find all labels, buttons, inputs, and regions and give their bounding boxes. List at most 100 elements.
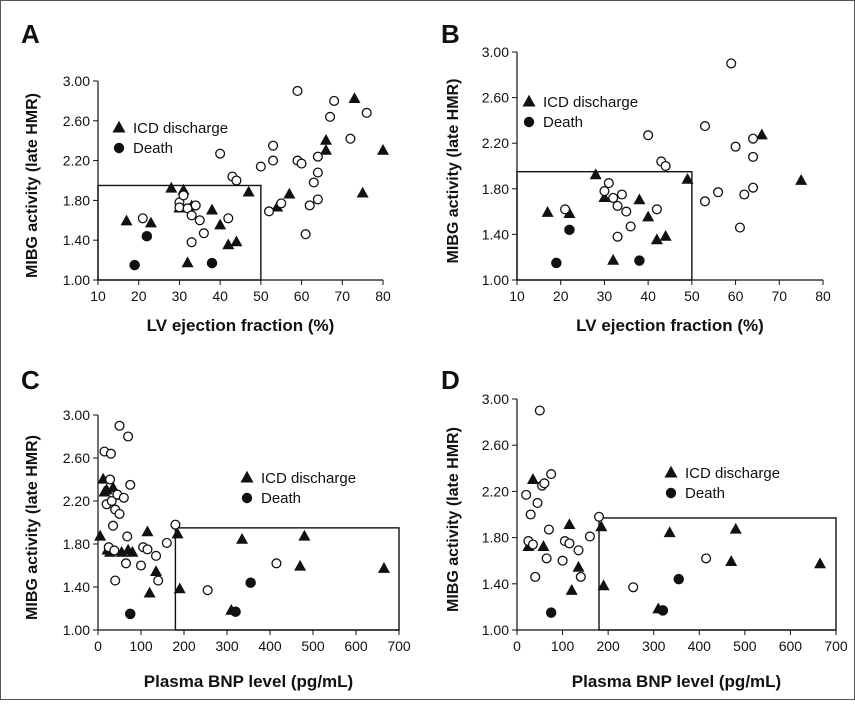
data-point-icd-discharge bbox=[141, 525, 153, 536]
x-axis-label: LV ejection fraction (%) bbox=[576, 316, 764, 335]
data-point-other bbox=[561, 205, 570, 214]
y-tick-label: 3.00 bbox=[482, 391, 509, 407]
y-tick-label: 3.00 bbox=[482, 44, 509, 60]
data-point-other bbox=[277, 199, 286, 208]
y-tick-label: 2.20 bbox=[63, 493, 90, 509]
data-point-other bbox=[701, 122, 710, 131]
chart-panel-a: A 1.00 1.40 1.80 2.20 2.60 3.00 10 20 30 40 50 60 70 8… bbox=[21, 19, 391, 335]
data-point-icd-discharge bbox=[283, 188, 295, 199]
x-tick-label: 60 bbox=[294, 288, 310, 304]
x-tick-label: 700 bbox=[387, 638, 411, 654]
data-point-other bbox=[187, 238, 196, 247]
x-tick-label: 500 bbox=[301, 638, 325, 654]
data-point-icd-discharge bbox=[730, 523, 742, 534]
data-point-other bbox=[152, 551, 161, 560]
data-point-icd-discharge bbox=[357, 187, 369, 198]
data-point-other bbox=[191, 201, 200, 210]
data-point-other bbox=[701, 197, 710, 206]
y-tick-label: 2.60 bbox=[482, 437, 509, 453]
x-tick-label: 20 bbox=[553, 288, 569, 304]
data-point-other bbox=[661, 162, 670, 171]
data-point-other bbox=[629, 583, 638, 592]
cutoff-box bbox=[599, 518, 836, 630]
y-tick-label: 1.00 bbox=[63, 272, 90, 288]
data-point-other bbox=[313, 168, 322, 177]
legend: ICD discharge Death bbox=[241, 470, 357, 507]
data-point-other bbox=[119, 493, 128, 502]
data-point-death bbox=[142, 232, 151, 241]
data-point-icd-discharge bbox=[94, 530, 106, 541]
y-axis-label: MIBG activity (late HMR) bbox=[445, 79, 462, 264]
data-point-death bbox=[552, 258, 561, 267]
x-tick-label: 30 bbox=[597, 288, 613, 304]
y-tick-label: 1.80 bbox=[482, 530, 509, 546]
data-point-other bbox=[272, 559, 281, 568]
data-point-other bbox=[265, 207, 274, 216]
data-point-other bbox=[529, 540, 538, 549]
data-point-other bbox=[123, 532, 132, 541]
data-point-other bbox=[522, 490, 531, 499]
data-point-icd-discharge bbox=[642, 211, 654, 222]
y-tick-label: 1.80 bbox=[482, 181, 509, 197]
data-point-icd-discharge bbox=[230, 235, 242, 246]
data-point-other bbox=[110, 546, 119, 555]
data-point-icd-discharge bbox=[320, 134, 332, 145]
legend: ICD discharge Death bbox=[113, 120, 229, 157]
panel-label: C bbox=[21, 365, 40, 395]
data-point-other bbox=[269, 141, 278, 150]
data-point-other bbox=[558, 556, 567, 565]
x-tick-label: 80 bbox=[375, 288, 391, 304]
legend-label: ICD discharge bbox=[261, 470, 356, 487]
data-point-other bbox=[313, 152, 322, 161]
legend-triangle-icon bbox=[113, 121, 126, 133]
data-point-icd-discharge bbox=[236, 533, 248, 544]
data-point-other bbox=[216, 149, 225, 158]
legend-circle-icon bbox=[242, 493, 252, 503]
cutoff-box bbox=[175, 528, 399, 630]
y-tick-label: 3.00 bbox=[63, 407, 90, 423]
data-point-death bbox=[658, 606, 667, 615]
data-point-other bbox=[600, 187, 609, 196]
data-point-other bbox=[613, 202, 622, 211]
data-point-other bbox=[749, 183, 758, 192]
data-point-death bbox=[547, 608, 556, 617]
legend-triangle-icon bbox=[665, 466, 678, 478]
data-point-other bbox=[613, 232, 622, 241]
data-point-other bbox=[547, 470, 556, 479]
data-point-other bbox=[595, 512, 604, 521]
data-point-other bbox=[749, 134, 758, 143]
data-point-other bbox=[644, 131, 653, 140]
data-point-other bbox=[232, 176, 241, 185]
y-tick-label: 1.40 bbox=[482, 226, 509, 242]
x-tick-label: 10 bbox=[509, 288, 525, 304]
x-tick-label: 60 bbox=[728, 288, 744, 304]
legend-triangle-icon bbox=[523, 95, 536, 107]
y-tick-label: 1.80 bbox=[63, 536, 90, 552]
data-point-other bbox=[346, 134, 355, 143]
legend-label: Death bbox=[685, 485, 725, 502]
data-point-other bbox=[297, 159, 306, 168]
data-point-icd-discharge bbox=[294, 560, 306, 571]
data-point-other bbox=[115, 421, 124, 430]
data-point-other bbox=[126, 480, 135, 489]
x-tick-label: 200 bbox=[596, 638, 620, 654]
x-tick-label: 700 bbox=[824, 638, 848, 654]
y-tick-label: 1.00 bbox=[63, 622, 90, 638]
x-tick-label: 50 bbox=[684, 288, 700, 304]
data-point-other bbox=[269, 156, 278, 165]
data-point-other bbox=[702, 554, 711, 563]
data-point-other bbox=[622, 207, 631, 216]
x-axis-label: LV ejection fraction (%) bbox=[147, 316, 335, 335]
data-point-other bbox=[330, 97, 339, 106]
x-tick-label: 200 bbox=[172, 638, 196, 654]
y-tick-label: 1.40 bbox=[63, 232, 90, 248]
data-point-other bbox=[714, 188, 723, 197]
x-tick-label: 40 bbox=[212, 288, 228, 304]
data-point-icd-discharge bbox=[378, 562, 390, 573]
data-point-icd-discharge bbox=[377, 144, 389, 155]
data-point-other bbox=[199, 229, 208, 238]
legend-label: ICD discharge bbox=[133, 120, 228, 137]
data-point-other bbox=[171, 520, 180, 529]
x-tick-label: 70 bbox=[771, 288, 787, 304]
data-point-other bbox=[618, 190, 627, 199]
